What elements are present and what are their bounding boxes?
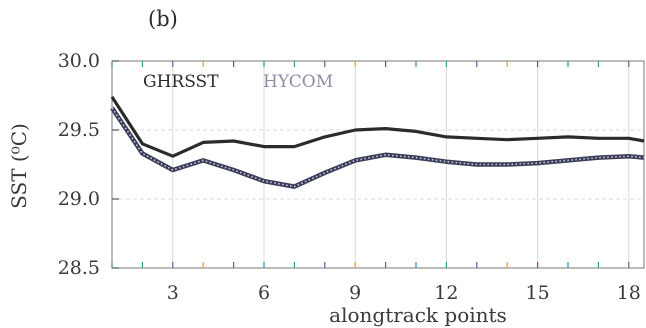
axis-ticks: 3 6 9 12 15 18 28.5 29.0 29.5 30.0 [58,50,641,304]
x-tick-label: 6 [258,282,270,304]
x-tick-label: 3 [167,282,179,304]
series-line-hycom [111,107,645,188]
panel-label: (b) [148,7,178,31]
y-axis-title: SST (⁰C) [7,123,31,209]
x-tick-label: 18 [617,282,641,304]
legend-entry-hycom: HYCOM [263,72,333,92]
x-tick-label: 9 [349,282,361,304]
y-tick-label: 30.0 [58,50,100,72]
series-lines [110,96,645,189]
legend-entry-ghrsst: GHRSST [143,72,219,92]
x-tick-label: 12 [434,282,458,304]
y-tick-label: 29.5 [58,119,100,141]
x-tick-label: 15 [526,282,550,304]
legend: GHRSST HYCOM [143,72,333,92]
y-tick-label: 29.0 [58,188,100,210]
y-tick-label: 28.5 [58,257,100,279]
series-line-ghrsst [110,96,645,158]
x-axis-title: alongtrack points [329,303,507,327]
plot-frame [111,60,645,269]
